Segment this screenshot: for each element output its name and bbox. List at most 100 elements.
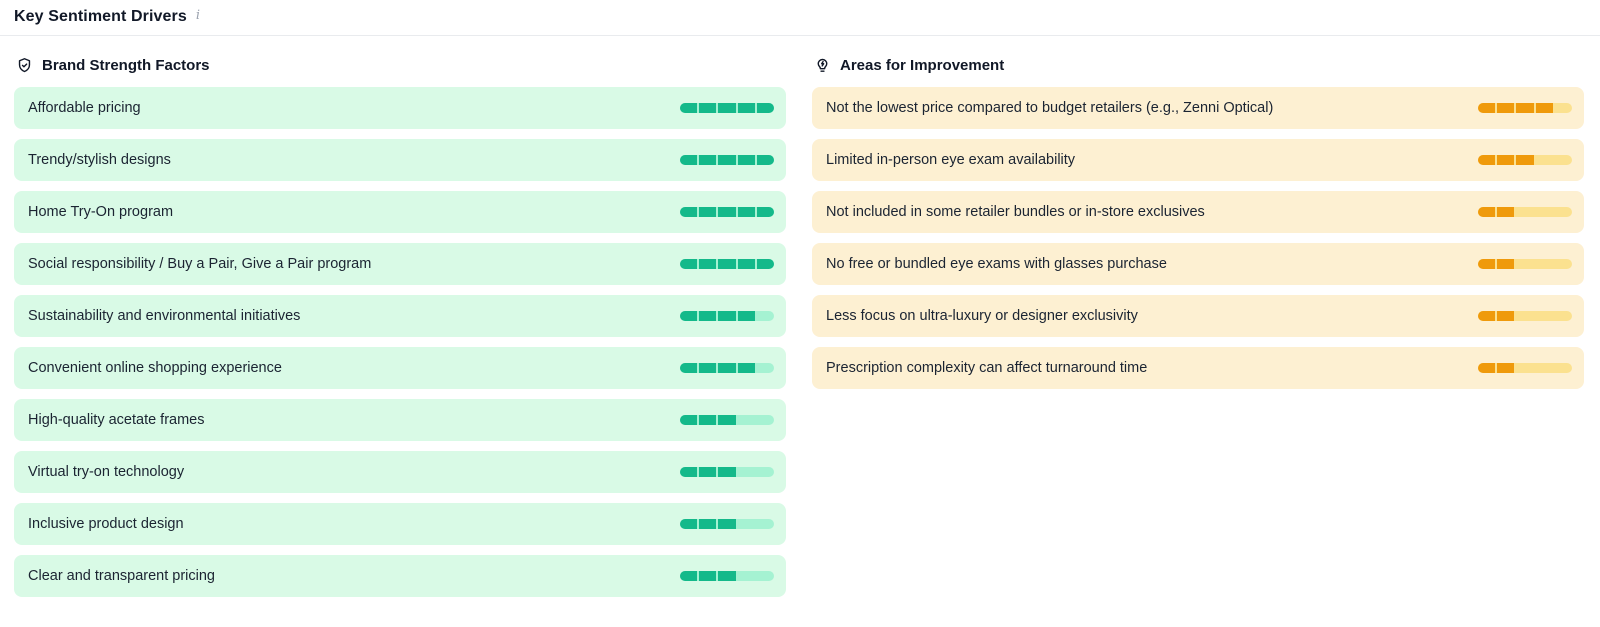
driver-label: High-quality acetate frames	[28, 412, 205, 428]
bar-segment-filled	[1478, 259, 1496, 269]
driver-label: Less focus on ultra-luxury or designer e…	[826, 308, 1138, 324]
improvement-rows: Not the lowest price compared to budget …	[812, 87, 1584, 389]
driver-label: Sustainability and environmental initiat…	[28, 308, 301, 324]
driver-label: Trendy/stylish designs	[28, 152, 171, 168]
score-bar	[1478, 103, 1572, 113]
bar-segment-filled	[718, 467, 736, 477]
driver-row: High-quality acetate frames	[14, 399, 786, 441]
driver-label: Limited in-person eye exam availability	[826, 152, 1076, 168]
bar-segment-filled	[699, 363, 717, 373]
driver-row: Social responsibility / Buy a Pair, Give…	[14, 243, 786, 285]
score-bar	[680, 363, 774, 373]
score-bar	[680, 311, 774, 321]
bar-segment-empty	[1555, 259, 1572, 269]
column-title: Areas for Improvement	[840, 57, 1005, 74]
bar-segment-empty	[1516, 259, 1533, 269]
bar-segment-filled	[680, 519, 698, 529]
bar-segment-empty	[1516, 311, 1533, 321]
bar-segment-filled	[680, 207, 698, 217]
bar-segment-filled	[680, 259, 698, 269]
driver-row: Not included in some retailer bundles or…	[812, 191, 1584, 233]
driver-row: Inclusive product design	[14, 503, 786, 545]
driver-row: Prescription complexity can affect turna…	[812, 347, 1584, 389]
driver-label: Convenient online shopping experience	[28, 360, 282, 376]
driver-row: Home Try-On program	[14, 191, 786, 233]
bar-segment-empty	[1536, 311, 1553, 321]
bar-segment-empty	[1555, 363, 1572, 373]
driver-label: Clear and transparent pricing	[28, 568, 215, 584]
bar-segment-filled	[718, 103, 736, 113]
bar-segment-filled	[699, 207, 717, 217]
bar-segment-filled	[699, 103, 717, 113]
score-bar	[1478, 311, 1572, 321]
bar-segment-empty	[1555, 103, 1572, 113]
bar-segment-filled	[680, 103, 698, 113]
score-bar	[680, 571, 774, 581]
bar-segment-filled	[699, 519, 717, 529]
bar-segment-empty	[757, 415, 774, 425]
bar-segment-filled	[1478, 103, 1496, 113]
bar-segment-empty	[738, 519, 755, 529]
bar-segment-filled	[699, 571, 717, 581]
bar-segment-filled	[1478, 155, 1496, 165]
bar-segment-filled	[718, 259, 736, 269]
bar-segment-filled	[1497, 103, 1515, 113]
score-bar	[680, 103, 774, 113]
bar-segment-empty	[1536, 207, 1553, 217]
bar-segment-filled	[680, 155, 698, 165]
bar-segment-empty	[1516, 363, 1533, 373]
score-bar	[1478, 207, 1572, 217]
bar-segment-filled	[1497, 155, 1515, 165]
bar-segment-filled	[699, 155, 717, 165]
shield-check-icon	[16, 57, 33, 74]
info-icon[interactable]: i	[195, 7, 201, 23]
bar-segment-filled	[718, 415, 736, 425]
driver-row: Sustainability and environmental initiat…	[14, 295, 786, 337]
score-bar	[680, 259, 774, 269]
driver-label: Not included in some retailer bundles or…	[826, 204, 1205, 220]
score-bar	[1478, 155, 1572, 165]
driver-row: Less focus on ultra-luxury or designer e…	[812, 295, 1584, 337]
bar-segment-filled	[680, 467, 698, 477]
bar-segment-filled	[737, 155, 755, 165]
bar-segment-empty	[738, 571, 755, 581]
bar-segment-empty	[1536, 155, 1553, 165]
bar-segment-empty	[757, 519, 774, 529]
improvement-column: Areas for Improvement Not the lowest pri…	[812, 57, 1584, 597]
score-bar	[680, 155, 774, 165]
driver-label: Inclusive product design	[28, 516, 184, 532]
bar-segment-filled	[1497, 311, 1515, 321]
columns-container: Brand Strength Factors Affordable pricin…	[0, 36, 1600, 597]
score-bar	[1478, 363, 1572, 373]
bar-segment-filled	[718, 519, 736, 529]
improvement-header: Areas for Improvement	[814, 57, 1584, 74]
bar-segment-filled	[1516, 155, 1534, 165]
lightbulb-icon	[814, 57, 831, 74]
bar-segment-empty	[1536, 259, 1553, 269]
bar-segment-filled	[718, 155, 736, 165]
score-bar	[680, 207, 774, 217]
bar-segment-empty	[1555, 311, 1572, 321]
brand-strength-header: Brand Strength Factors	[16, 57, 786, 74]
bar-segment-filled	[1478, 311, 1496, 321]
bar-segment-filled	[680, 311, 698, 321]
score-bar	[680, 415, 774, 425]
bar-segment-filled	[1516, 103, 1534, 113]
bar-segment-empty	[1555, 155, 1572, 165]
bar-segment-filled	[756, 207, 774, 217]
bar-segment-filled	[1497, 363, 1515, 373]
bar-segment-filled	[680, 571, 698, 581]
bar-segment-filled	[680, 363, 698, 373]
bar-segment-filled	[718, 571, 736, 581]
score-bar	[680, 467, 774, 477]
driver-row: No free or bundled eye exams with glasse…	[812, 243, 1584, 285]
driver-row: Trendy/stylish designs	[14, 139, 786, 181]
bar-segment-empty	[757, 571, 774, 581]
column-title: Brand Strength Factors	[42, 57, 210, 74]
bar-segment-filled	[737, 363, 755, 373]
driver-label: Home Try-On program	[28, 204, 174, 220]
bar-segment-filled	[718, 311, 736, 321]
bar-segment-filled	[737, 207, 755, 217]
driver-row: Limited in-person eye exam availability	[812, 139, 1584, 181]
bar-segment-filled	[1478, 363, 1496, 373]
